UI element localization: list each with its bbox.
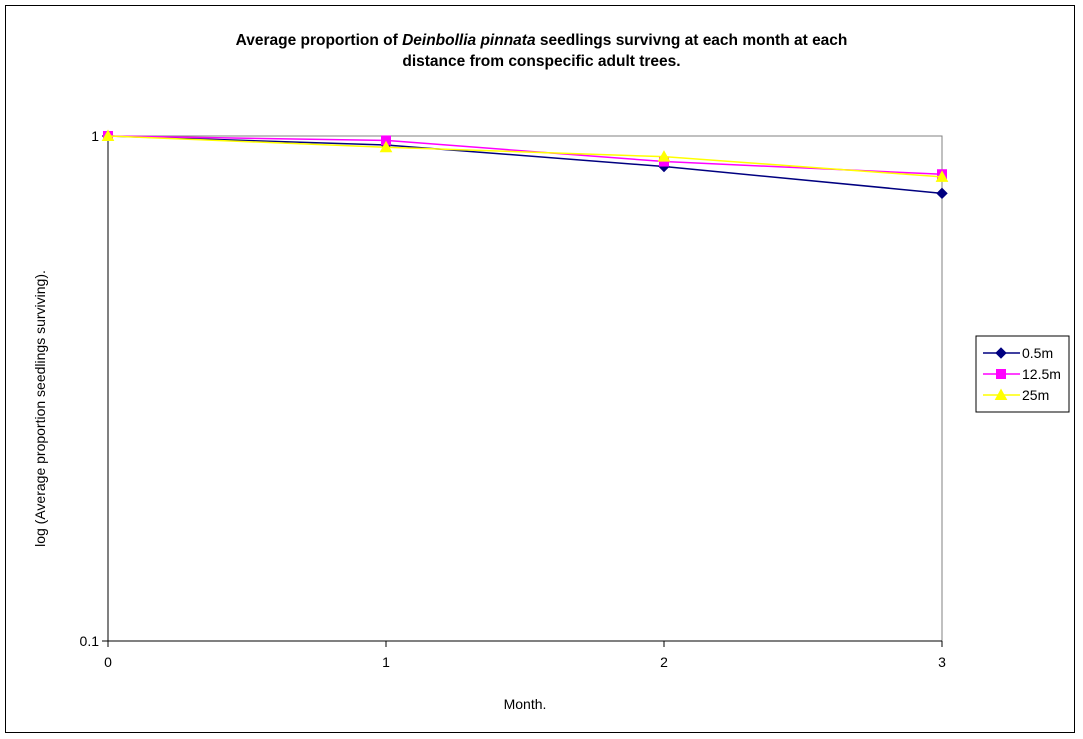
legend-item: 25m: [983, 387, 1049, 403]
legend: 0.5m 12.5m 25m: [975, 335, 1070, 413]
title-text-after: seedlings survivng at each month at each: [535, 32, 848, 49]
title-species: Deinbollia pinnata: [402, 32, 536, 49]
y-tick-label: 1: [91, 128, 99, 144]
plot-area: [107, 135, 943, 642]
legend-label: 25m: [1022, 387, 1049, 403]
axes: 0 1 2 3 0.1 1 Month. log (Average proportion se…: [32, 128, 946, 712]
series-marker: [657, 150, 671, 162]
series-marker: [936, 187, 948, 200]
legend-marker: [994, 388, 1008, 400]
series-line: [107, 135, 943, 178]
x-tick-label: 3: [938, 654, 946, 670]
title-line-2: distance from conspecific adult trees.: [402, 53, 681, 70]
legend-item: 12.5m: [983, 366, 1061, 382]
x-axis-title: Month.: [504, 696, 547, 712]
x-tick-label: 2: [660, 654, 668, 670]
title-text-before: Average proportion of: [235, 32, 403, 49]
x-tick-label: 1: [382, 654, 390, 670]
legend-item: 0.5m: [983, 345, 1053, 361]
x-tick-label: 0: [104, 654, 112, 670]
legend-marker: [996, 369, 1006, 379]
y-tick-label: 0.1: [80, 633, 100, 649]
legend-marker: [995, 347, 1007, 359]
series-25m: [101, 129, 949, 182]
chart-title: Average proportion of Deinbollia pinnata…: [0, 30, 1083, 72]
y-axis-title: log (Average proportion seedlings surviv…: [32, 270, 48, 547]
series-marker: [935, 170, 949, 182]
series-line: [107, 135, 943, 195]
series-line: [107, 135, 943, 175]
series-layer: [101, 129, 949, 200]
legend-label: 0.5m: [1022, 345, 1053, 361]
legend-label: 12.5m: [1022, 366, 1061, 382]
series-marker: [101, 129, 115, 141]
series-marker: [379, 140, 393, 153]
